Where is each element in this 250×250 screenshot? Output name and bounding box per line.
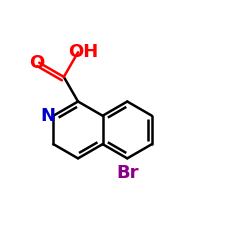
Text: N: N bbox=[40, 107, 56, 125]
Text: O: O bbox=[29, 54, 44, 72]
Text: OH: OH bbox=[68, 43, 98, 61]
Text: Br: Br bbox=[116, 164, 138, 182]
